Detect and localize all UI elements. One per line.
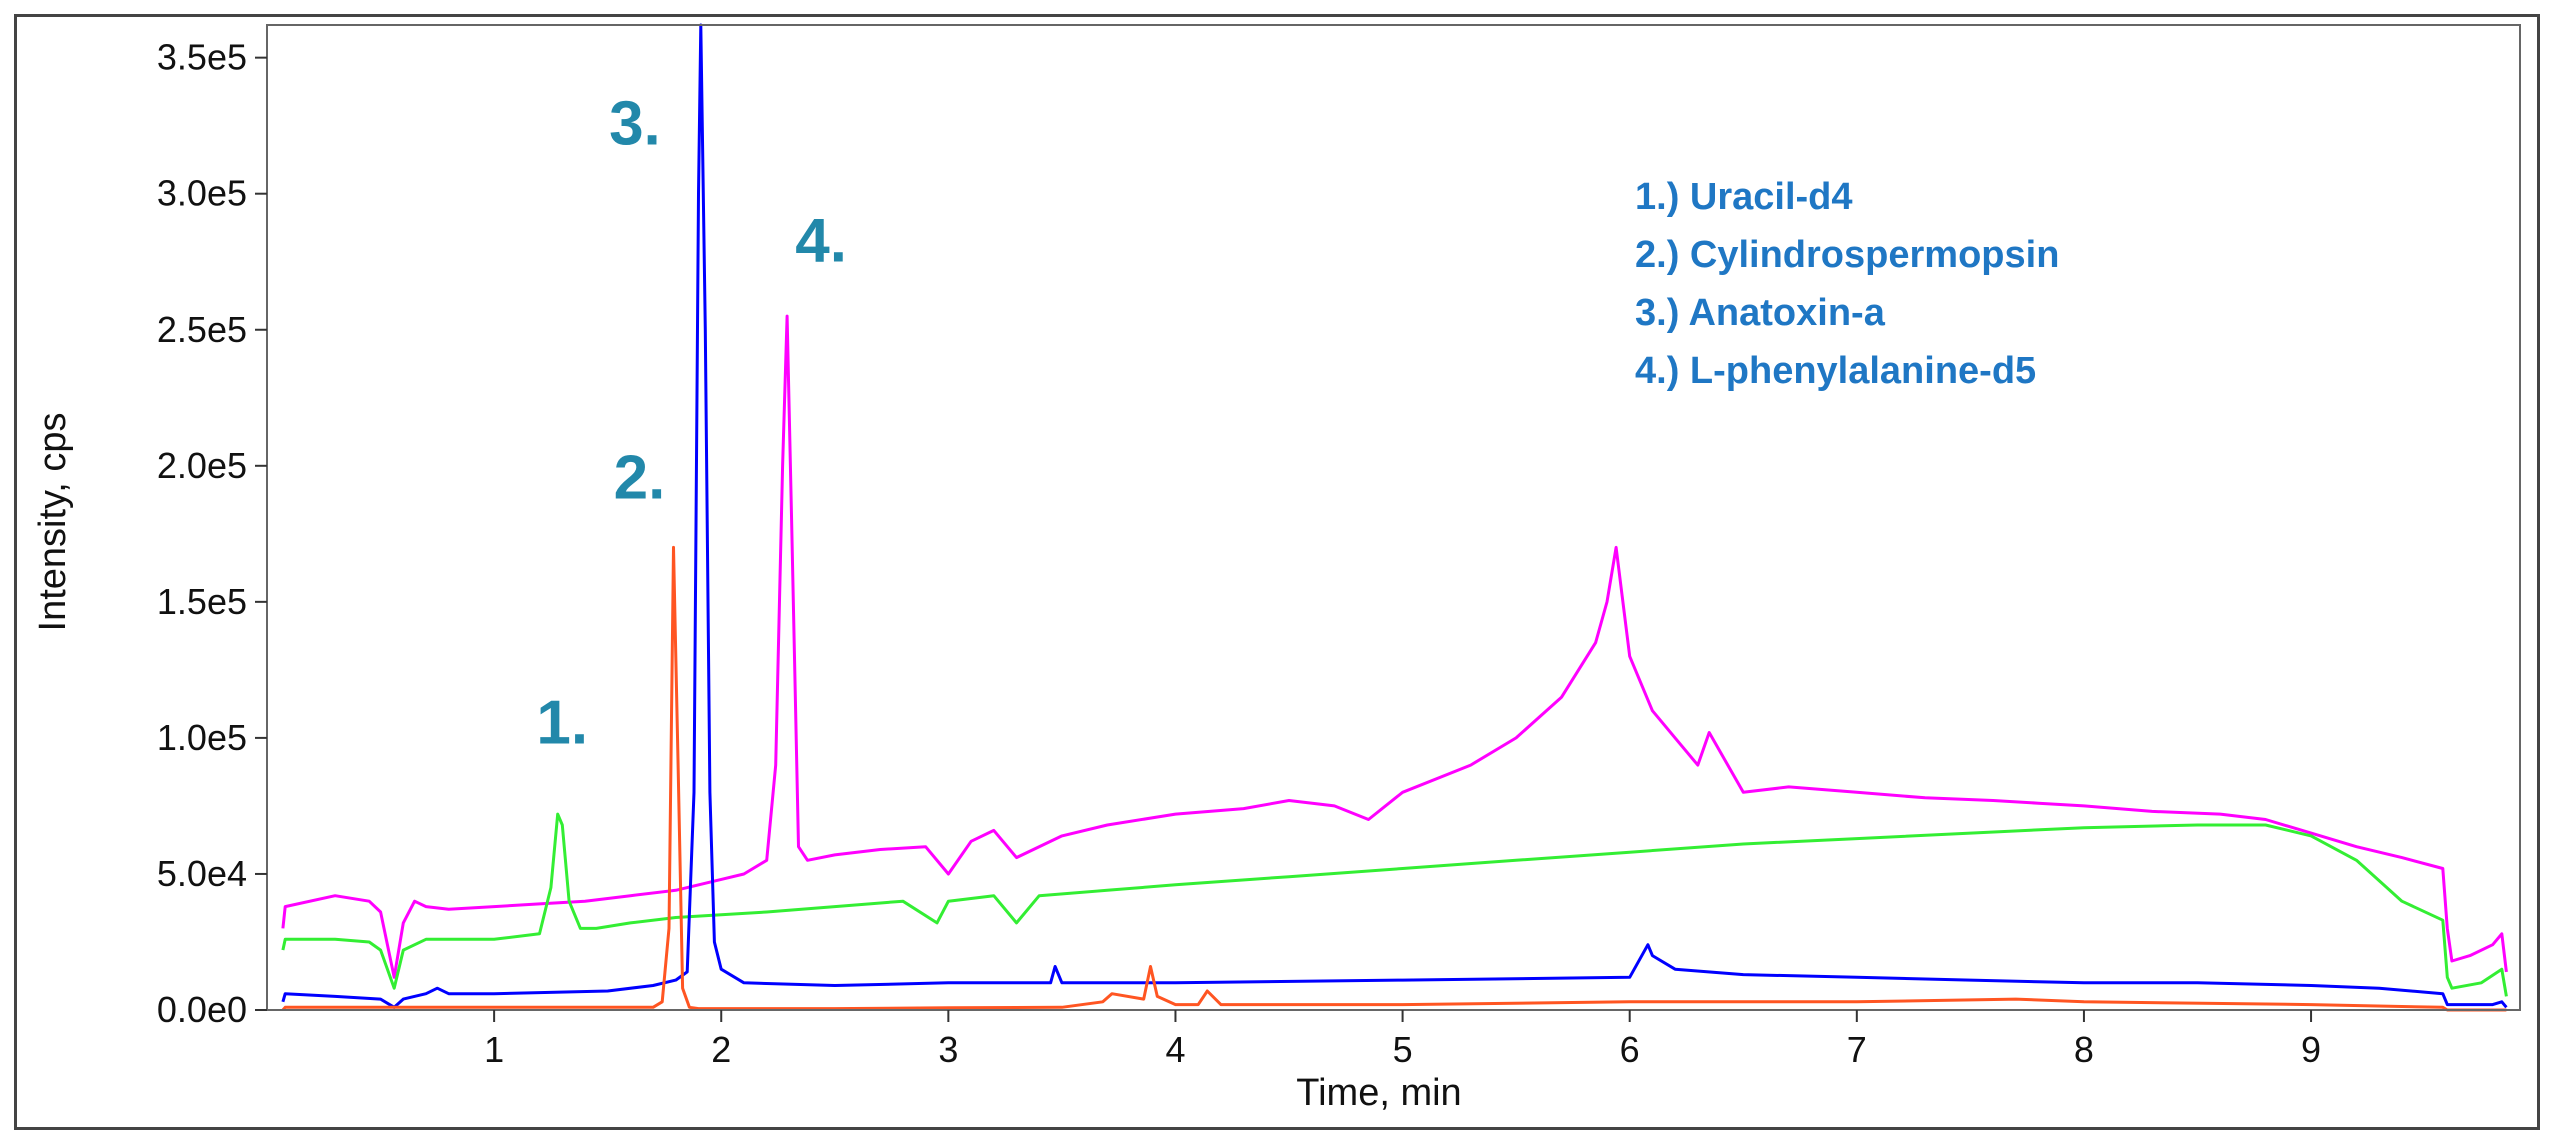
legend-item-3: 3.) Anatoxin-a [1635,292,1886,334]
x-tick-label: 5 [1393,1029,1413,1070]
x-tick-label: 1 [484,1029,504,1070]
peak-label-4: 4. [795,207,847,276]
x-axis: 1 2 3 4 5 6 7 8 9 [484,1010,2321,1070]
series-trace-2 [281,812,2508,997]
peak-label-3: 3. [609,90,661,159]
x-axis-label: Time, min [1296,1072,1461,1114]
y-tick-label: 2.5e5 [157,309,247,350]
y-tick-label: 2.0e5 [157,445,247,486]
plot-area-border [266,24,2521,1011]
series-trace-1 [281,314,2508,979]
y-tick-label: 3.0e5 [157,173,247,214]
chromatogram-chart: 1 2 3 4 5 6 7 8 9 0.0e0 5.0e4 1.0e5 1.5e5 2.0e5 2.5e5… [32,23,2521,1114]
legend-item-2: 2.) Cylindrospermopsin [1635,234,2059,276]
compound-legend: 1.) Uracil-d4 2.) Cylindrospermopsin 3.) A… [1635,176,2059,392]
x-tick-label: 2 [711,1029,731,1070]
y-axis-label: Intensity, cps [32,413,74,632]
legend-item-4: 4.) L-phenylalanine-d5 [1635,350,2036,392]
y-tick-label: 1.5e5 [157,581,247,622]
chart-frame: 1 2 3 4 5 6 7 8 9 0.0e0 5.0e4 1.0e5 1.5e5 2.0e5 2.5e5… [14,14,2540,1130]
chart-traces [281,23,2508,1012]
y-axis: 0.0e0 5.0e4 1.0e5 1.5e5 2.0e5 2.5e5 3.0e5 3.5e5 [157,37,267,1030]
x-tick-label: 7 [1847,1029,1867,1070]
x-tick-label: 3 [938,1029,958,1070]
series-trace-4 [281,545,2507,1012]
legend-item-1: 1.) Uracil-d4 [1635,176,1853,218]
y-tick-label: 0.0e0 [157,989,247,1030]
y-tick-label: 3.5e5 [157,37,247,78]
y-tick-label: 1.0e5 [157,717,247,758]
peak-label-2: 2. [614,443,666,512]
series-trace-3 [281,23,2508,1009]
x-tick-label: 6 [1620,1029,1640,1070]
x-tick-label: 8 [2074,1029,2094,1070]
x-tick-label: 9 [2301,1029,2321,1070]
y-tick-label: 5.0e4 [157,853,247,894]
peak-label-1: 1. [536,688,588,757]
peak-annotations: 1. 2. 3. 4. [536,90,847,758]
x-tick-label: 4 [1165,1029,1185,1070]
